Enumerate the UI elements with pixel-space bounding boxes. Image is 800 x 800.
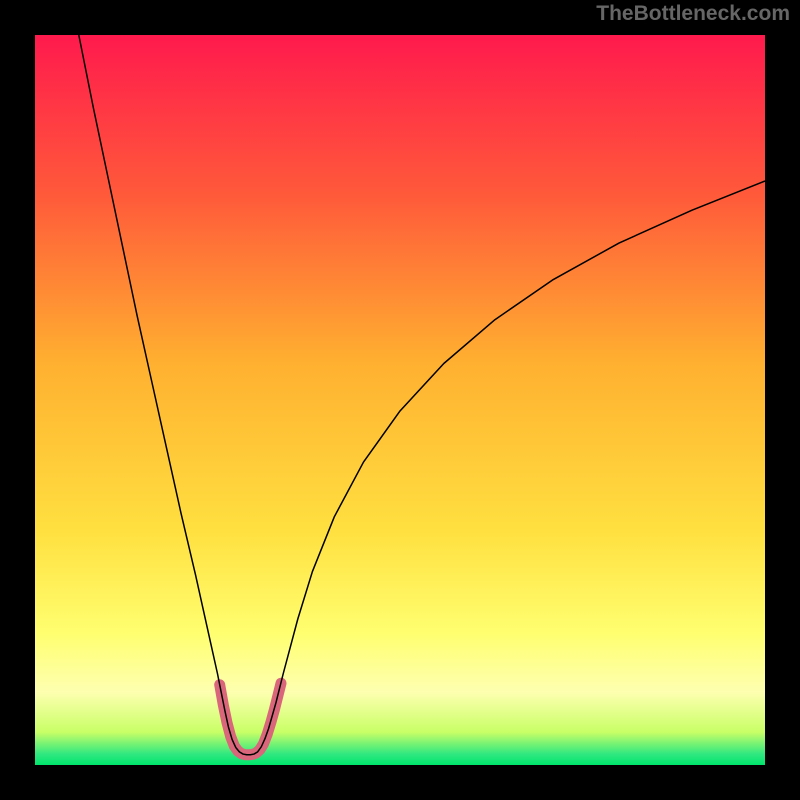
watermark-text: TheBottleneck.com	[596, 2, 790, 26]
plot-background	[35, 35, 765, 765]
chart-svg	[0, 0, 800, 800]
chart-container: TheBottleneck.com	[0, 0, 800, 800]
